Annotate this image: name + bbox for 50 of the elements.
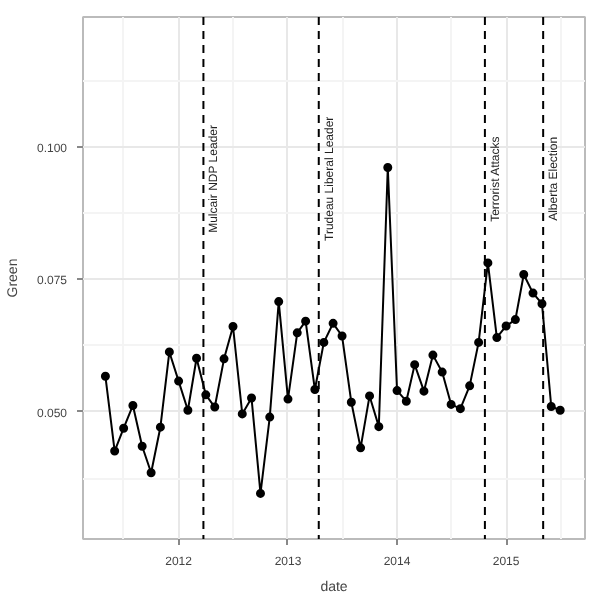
point — [192, 353, 202, 363]
point — [510, 315, 520, 325]
point — [219, 354, 229, 364]
point — [164, 347, 174, 357]
point — [265, 412, 275, 422]
point — [428, 350, 438, 360]
point — [519, 270, 529, 280]
point — [401, 396, 411, 406]
point — [310, 385, 320, 395]
point — [337, 331, 347, 341]
point — [346, 397, 356, 407]
point — [528, 288, 538, 298]
point — [183, 405, 193, 415]
point — [328, 318, 338, 328]
point — [437, 367, 447, 377]
point — [292, 328, 302, 338]
point — [274, 297, 284, 307]
point — [247, 393, 257, 403]
point — [255, 488, 265, 498]
point — [383, 163, 393, 172]
point — [374, 422, 384, 432]
point — [301, 316, 311, 326]
point — [465, 381, 475, 391]
point — [210, 402, 220, 412]
point — [228, 322, 238, 331]
point — [174, 376, 184, 386]
point — [110, 446, 120, 456]
point — [356, 443, 366, 453]
point — [410, 360, 420, 370]
point — [237, 409, 247, 419]
point — [419, 386, 429, 396]
point — [201, 390, 211, 400]
point — [555, 405, 565, 415]
point — [501, 321, 511, 331]
point — [137, 441, 147, 451]
point — [100, 371, 110, 381]
point — [483, 258, 493, 268]
point — [455, 404, 465, 414]
point — [283, 394, 293, 404]
point — [119, 423, 129, 433]
point — [492, 333, 502, 343]
point — [155, 422, 165, 432]
point — [146, 468, 156, 478]
point — [319, 337, 329, 347]
point — [446, 399, 456, 409]
point — [546, 402, 556, 412]
point — [474, 337, 484, 347]
point — [128, 400, 138, 410]
point — [392, 386, 402, 396]
point — [365, 391, 375, 401]
